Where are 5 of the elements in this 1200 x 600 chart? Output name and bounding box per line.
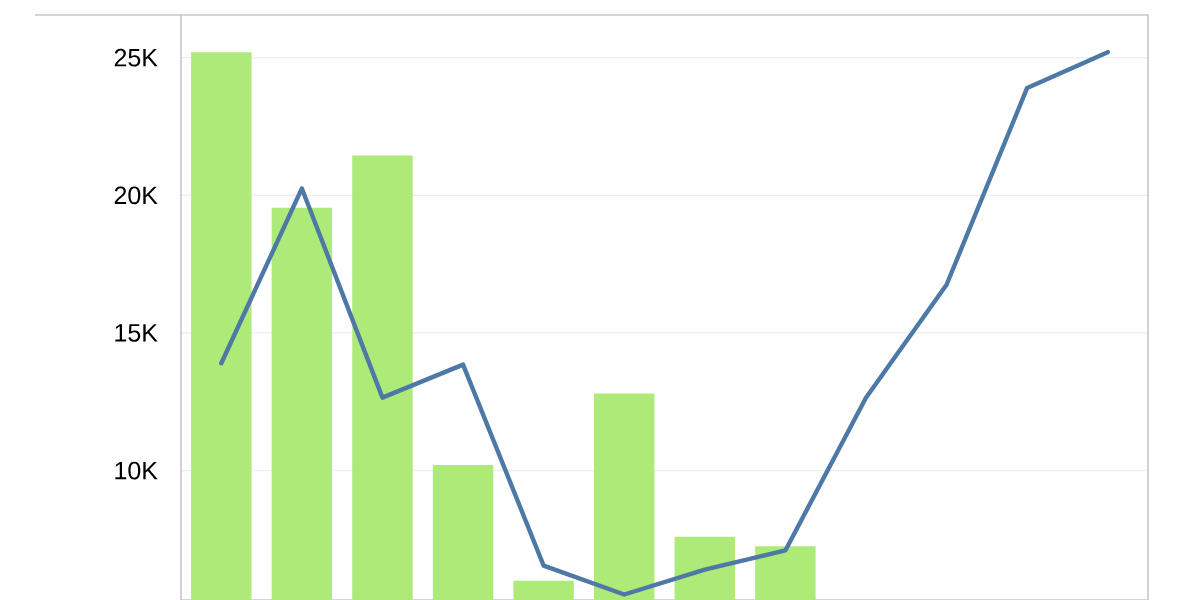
line-series: [219, 49, 1110, 597]
y-tick-label: 20K: [114, 186, 158, 205]
y-tick-label: 25K: [114, 48, 158, 67]
y-tick-label: 10K: [115, 461, 158, 480]
y-tick-label: 15K: [115, 324, 158, 342]
